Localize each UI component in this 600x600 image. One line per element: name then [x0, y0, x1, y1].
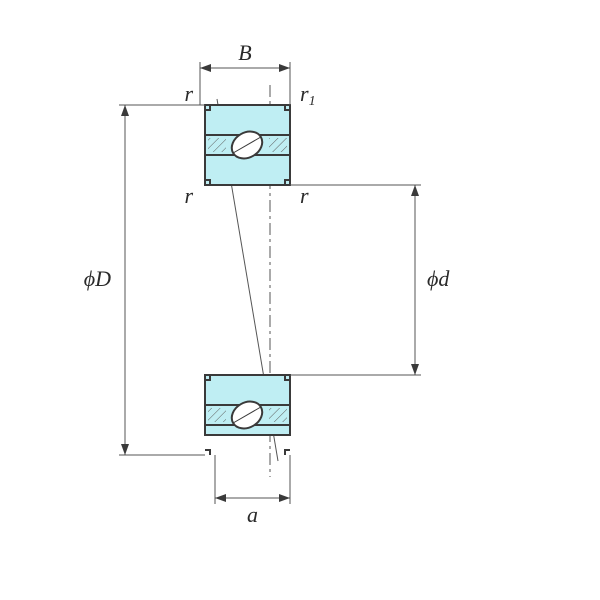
svg-text:a: a — [247, 502, 258, 527]
svg-text:r: r — [184, 183, 193, 208]
svg-text:B: B — [238, 40, 251, 65]
svg-text:ϕd: ϕd — [427, 266, 450, 291]
svg-text:r: r — [184, 81, 193, 106]
bearing-cross-section-diagram: Ba ϕD ϕd r r1 r r — [0, 0, 600, 600]
svg-text:r1: r1 — [300, 81, 316, 109]
svg-text:r: r — [300, 183, 309, 208]
svg-text:ϕD: ϕD — [84, 266, 111, 291]
